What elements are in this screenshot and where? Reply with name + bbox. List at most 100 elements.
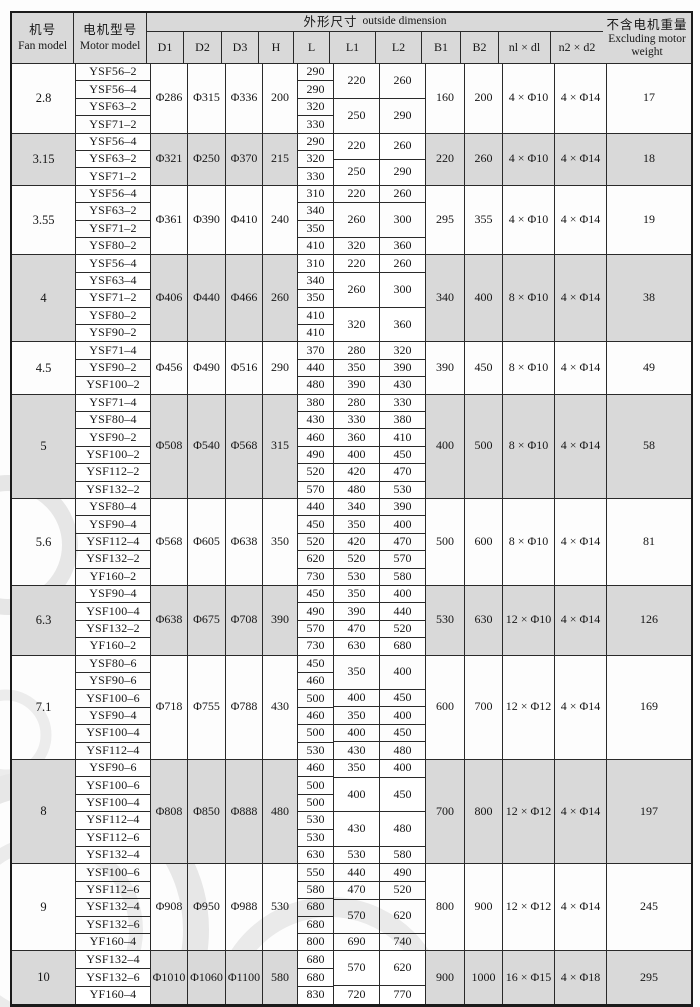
motor-model-cell: YSF90–4: [76, 585, 150, 604]
motor-model-cell: YSF90–2: [76, 360, 150, 378]
motor-model-cell: YF160–4: [89, 934, 137, 949]
d2-cell: Φ440: [188, 255, 226, 342]
l2-column: 390 400 470 570 580: [380, 498, 426, 585]
n2d2-cell: 4 × Φ14: [555, 255, 607, 342]
fan-model-cell: 5.6: [12, 498, 76, 585]
h-cell: 215: [263, 133, 298, 185]
weight-cell: 245: [640, 899, 658, 914]
header-col-nl×dl: nl × dl: [499, 32, 551, 63]
l-cell: 490: [298, 446, 333, 465]
header-motor-model-en: Motor model: [79, 39, 141, 52]
motor-model-cell: YSF56–4: [76, 133, 150, 151]
motor-model-cell: YSF80–4: [76, 499, 150, 517]
header-col-D1: D1: [147, 32, 184, 63]
b1-cell: 530: [426, 585, 465, 655]
l1-cell: 350: [334, 656, 379, 690]
n1d1-cell: 4 × Φ10: [503, 185, 555, 255]
l1-cell: 250: [334, 159, 379, 185]
fan-model-group-8: 8 YSF90–6 YSF100–6 YSF100–4 YSF112–4 YSF112–6…: [12, 759, 691, 865]
l2-cell: 390: [380, 499, 425, 517]
l1-cell: 430: [334, 812, 379, 847]
b2-cell: 500: [465, 394, 503, 498]
l2-cell: 620: [380, 951, 425, 987]
motor-model-cell: YSF112–6: [76, 882, 150, 900]
l1-cell: 690: [347, 934, 366, 949]
l1-column: 340 350 420 520 530: [334, 498, 380, 585]
n2d2-cell: 4 × Φ14: [555, 864, 607, 951]
l2-cell: 450: [380, 690, 425, 708]
table-header: 机号 Fan model 电机型号 Motor model 外形尺寸 outsi…: [12, 13, 691, 64]
d3-cell: Φ568: [226, 394, 263, 498]
l2-cell: 330: [380, 394, 425, 412]
d2-cell: Φ605: [188, 498, 226, 585]
h-cell: 580: [263, 951, 298, 1004]
l-cell: 370: [298, 342, 333, 360]
n2d2-cell: 4 × Φ14: [555, 585, 607, 655]
header-fan-model-en: Fan model: [18, 39, 68, 52]
d3-cell: Φ888: [226, 759, 263, 864]
motor-model-cell: YSF56–4: [76, 81, 150, 99]
l1-cell: 390: [334, 603, 379, 621]
d2-cell: Φ315: [188, 64, 226, 133]
weight-cell: 126: [607, 585, 691, 655]
l2-column: 260 290: [380, 133, 426, 185]
l2-cell: 580: [393, 568, 412, 583]
l-cell: 460: [298, 429, 333, 447]
header-outside-dimension-zh: 外形尺寸: [303, 14, 358, 29]
n1d1-cell: 12 × Φ12: [503, 759, 555, 864]
motor-model-cell: YSF80–6: [76, 656, 150, 673]
motor-model-cell: YSF71–2: [76, 168, 150, 185]
header-motor-model-zh: 电机型号: [83, 23, 138, 38]
b2-cell: 355: [465, 185, 503, 255]
motor-model-cell: YSF132–6: [76, 969, 150, 987]
l2-cell: 360: [393, 238, 412, 253]
b2-cell: 400: [465, 255, 503, 342]
header-col-L1: L1: [330, 32, 376, 63]
l2-cell: 520: [380, 882, 425, 900]
l2-cell: 480: [380, 812, 425, 847]
header-col-D3: D3: [222, 32, 259, 63]
l-cell: 350: [298, 221, 333, 238]
n2d2-cell: 4 × Φ14: [555, 342, 607, 394]
l-cell: 450: [298, 656, 333, 673]
motor-model-cell: YF160–2: [89, 568, 137, 583]
l-column: 310 340 350 410 410: [298, 255, 334, 342]
n2d2-cell: 4 × Φ14: [555, 394, 607, 498]
l1-cell: 250: [347, 107, 366, 122]
motor-model-cell: YSF100–6: [76, 864, 150, 882]
l1-cell: 220: [334, 255, 379, 274]
l1-cell: 220: [334, 186, 379, 204]
n1d1-cell: 12 × Φ12: [503, 864, 555, 951]
motor-model-cell: YSF71–4: [76, 342, 150, 360]
motor-model-cell: YSF71–2: [76, 221, 150, 238]
header-col-B2: B2: [461, 32, 499, 63]
l1-cell: 330: [334, 411, 379, 430]
l-cell: 330: [298, 168, 333, 185]
motor-model-cell: YSF132–4: [76, 899, 150, 917]
l-cell: 340: [298, 272, 333, 291]
l-cell: 530: [306, 742, 325, 757]
fan-model-group-6.3: 6.3 YSF90–4 YSF100–4 YSF132–2 YF160–2 Φ638 Φ67…: [12, 585, 691, 656]
l2-cell: 380: [380, 411, 425, 430]
motor-model-column: YSF100–6 YSF112–6 YSF132–4 YSF132–6 YF160–4: [76, 864, 151, 951]
l-cell: 680: [298, 969, 333, 987]
l2-column: 260 300 360: [380, 255, 426, 342]
l1-cell: 280: [334, 342, 379, 360]
weight-cell: 197: [607, 759, 691, 864]
weight-cell: 38: [607, 255, 691, 342]
l2-cell: 770: [380, 986, 425, 1004]
l-cell: 520: [298, 534, 333, 552]
l1-cell: 430: [347, 742, 366, 757]
l-cell: 680: [298, 899, 333, 917]
d2-cell: Φ675: [188, 585, 226, 655]
motor-model-cell: YSF90–2: [76, 325, 150, 342]
d2-cell: Φ250: [188, 133, 226, 185]
l2-cell: 450: [380, 777, 425, 813]
l2-column: 400 450 480 580: [380, 759, 426, 864]
d3-cell: Φ1100: [226, 951, 263, 1004]
l-cell: 450: [298, 585, 333, 604]
fan-model-cell: 9: [12, 864, 76, 951]
l2-cell: 410: [380, 429, 425, 447]
header-outside-dimension: 外形尺寸 outside dimension: [147, 13, 603, 32]
weight-cell: 49: [643, 360, 655, 375]
